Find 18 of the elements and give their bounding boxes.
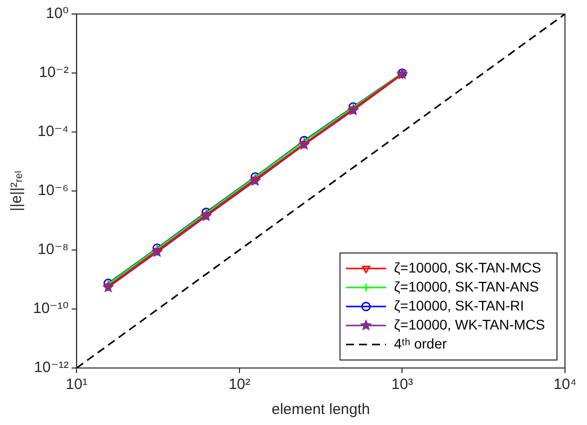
legend-label: ζ=10000, SK-TAN-RI — [394, 297, 524, 314]
y-tick-label: 10⁻⁶ — [38, 182, 69, 200]
x-tick-label: 10³ — [391, 376, 414, 394]
x-tick-label: 10¹ — [66, 376, 88, 394]
y-tick-label: 10⁻⁴ — [38, 123, 69, 140]
y-axis-title: ||e||²ᵣₑₗ — [8, 170, 26, 212]
y-tick-label: 10⁰ — [46, 5, 69, 22]
legend-label: ζ=10000, SK-TAN-MCS — [394, 259, 542, 276]
y-tick-label: 10⁻¹⁰ — [32, 300, 69, 318]
y-tick-label: 10⁻¹² — [34, 359, 69, 376]
legend-label: ζ=10000, WK-TAN-MCS — [394, 316, 546, 332]
x-axis-title: element length — [272, 401, 370, 418]
legend-label: ζ=10000, SK-TAN-ANS — [394, 278, 539, 294]
x-tick-label: 10⁴ — [553, 376, 577, 394]
y-tick-label: 10⁻² — [39, 64, 69, 82]
legend-label: 4ᵗʰ order — [394, 335, 448, 352]
y-tick-label: 10⁻⁸ — [38, 241, 69, 258]
x-tick-label: 10² — [228, 376, 250, 394]
